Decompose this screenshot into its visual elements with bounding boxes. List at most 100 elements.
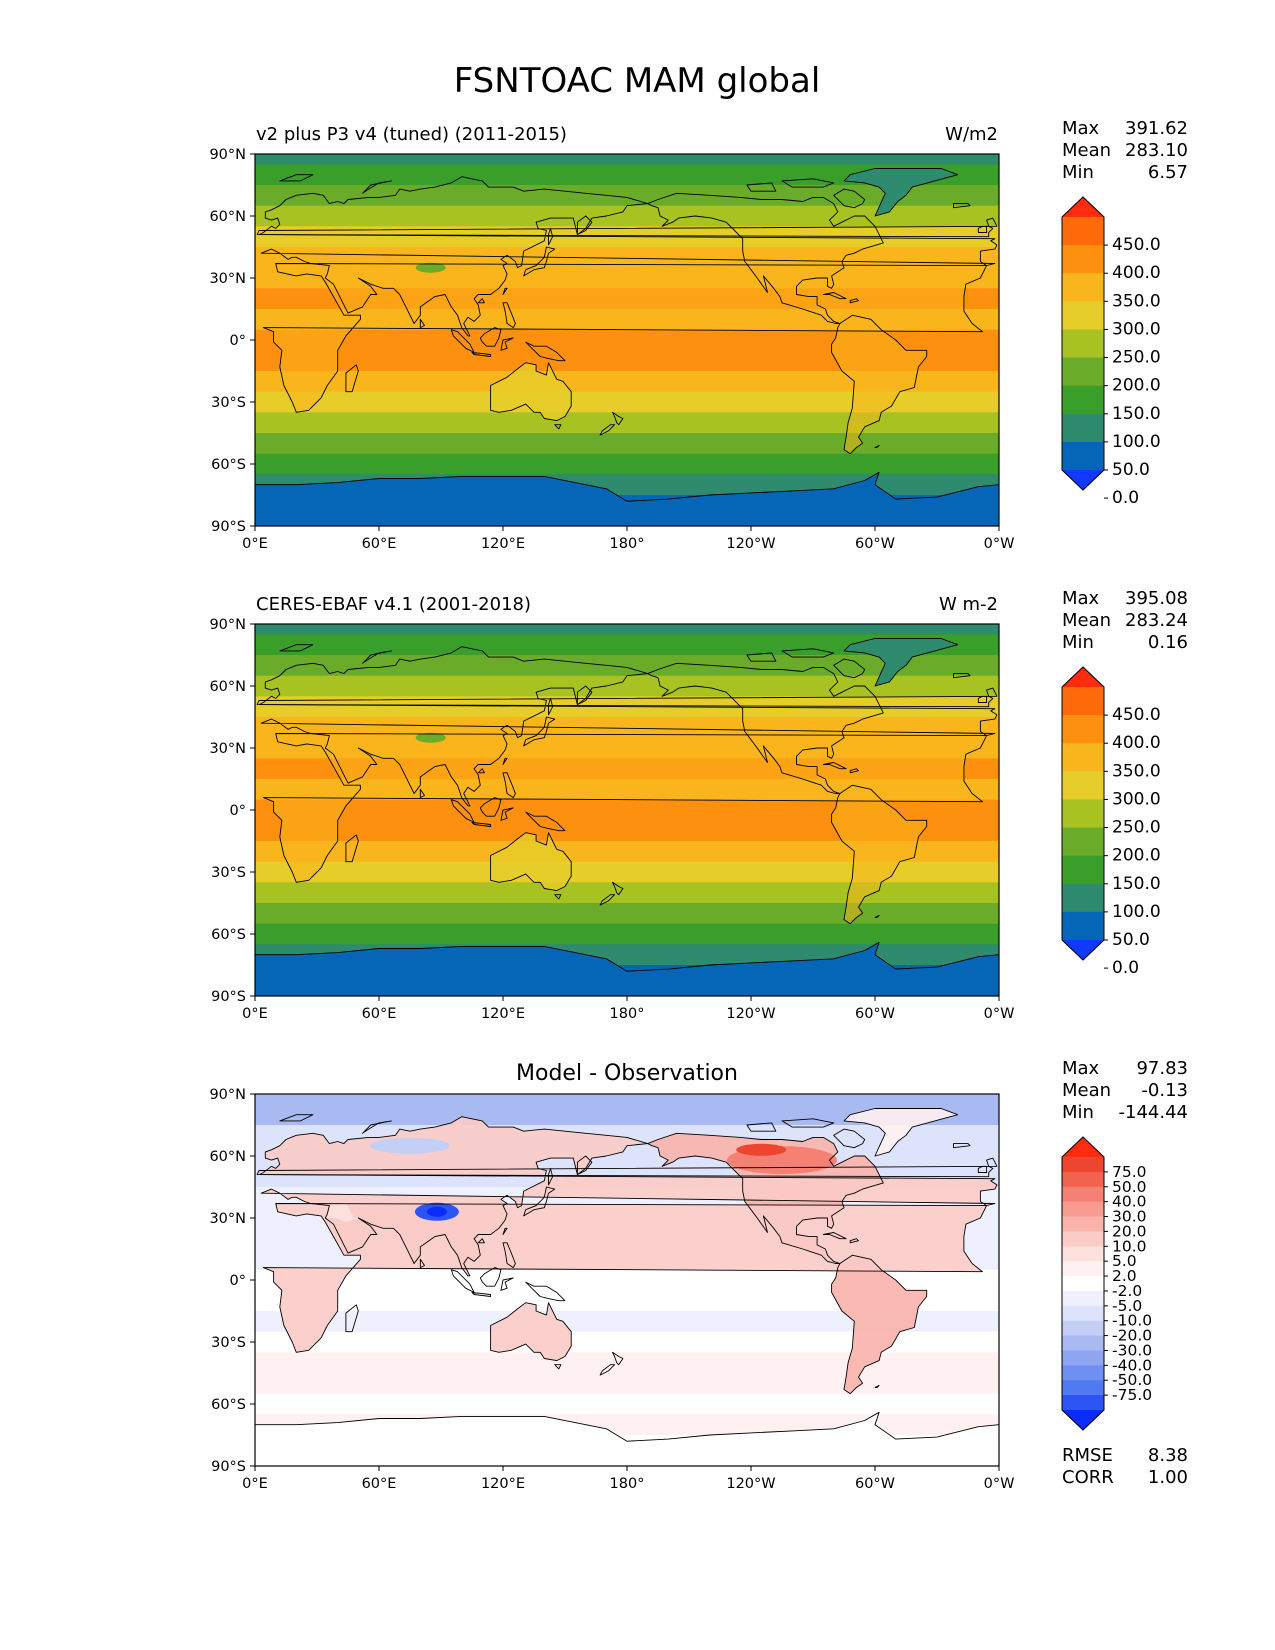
coastline-svalbard <box>279 174 314 182</box>
coastline-srilanka <box>419 1258 425 1269</box>
canada-anomaly-core <box>736 1143 787 1156</box>
coastline-falklands <box>874 1384 880 1388</box>
coastline-greenland <box>843 638 959 687</box>
colorbar-tick-label: 150.0 <box>1112 874 1161 894</box>
coastline-australia <box>490 832 572 892</box>
zonal-band <box>255 329 999 351</box>
colorbar-segment <box>1062 413 1104 443</box>
y-tick-label: 90°S <box>211 519 246 535</box>
zonal-band <box>255 154 999 165</box>
y-tick-label: 30°N <box>209 1211 246 1227</box>
panel-difference-field <box>255 1094 999 1466</box>
colorbar-segment <box>1062 855 1104 885</box>
x-tick-label: 120°E <box>481 1006 525 1022</box>
colorbar-tick-label: 50.0 <box>1112 460 1150 480</box>
colorbar-segment <box>1062 799 1104 829</box>
tibet-fill <box>415 732 446 743</box>
x-tick-label: 180° <box>610 536 645 552</box>
colorbar-tick-label: 100.0 <box>1112 432 1161 452</box>
zonal-band <box>255 923 999 945</box>
colorbar-segment <box>1062 1305 1104 1322</box>
panel-difference-stats: Max 97.83 Mean -0.13 Min -144.44 <box>1062 1058 1188 1123</box>
zonal-band <box>255 1311 999 1333</box>
coastline-iceland <box>953 203 971 209</box>
x-tick-label: 0°W <box>984 536 1015 552</box>
colorbar-tick-label: -10.0 <box>1112 1312 1152 1330</box>
panel-observation-title: CERES-EBAF v4.1 (2001-2018) <box>256 594 531 615</box>
coastline-sulawesi <box>500 1277 514 1291</box>
stat-value: 6.57 <box>1148 162 1188 183</box>
coastline-africa <box>262 733 988 883</box>
coastline-nz_north <box>612 1351 624 1366</box>
stat-label: Max <box>1062 588 1100 609</box>
stat-value: 283.24 <box>1125 610 1188 631</box>
coastline-cuba <box>822 762 847 770</box>
colorbar-segment <box>1062 1216 1104 1232</box>
coastline-madagascar <box>345 834 359 863</box>
coastline-arctic_isles2 <box>746 1122 777 1132</box>
zonal-band <box>255 861 999 883</box>
coastline-uk <box>256 687 998 708</box>
zonal-band <box>255 1094 999 1105</box>
colorbar-tick-label: 40.0 <box>1112 1193 1147 1211</box>
x-tick-label: 120°W <box>726 1476 775 1492</box>
coastline-iceland <box>953 673 971 679</box>
colorbar-segment <box>1062 1171 1104 1188</box>
coastline-svalbard <box>279 1114 314 1122</box>
colorbar-segment <box>1062 1290 1104 1307</box>
x-tick-label: 120°E <box>481 536 525 552</box>
panel-model: v2 plus P3 v4 (tuned) (2011-2015) W/m2 0… <box>209 118 1188 552</box>
coastline-sulawesi <box>500 337 514 351</box>
panel-observation-colorbar: 450.0 400.0 350.0 300.0 250.0 200.0 150.0 100.0… <box>1061 666 1161 978</box>
stat-label: Min <box>1062 1102 1094 1123</box>
australia-fill <box>490 832 572 891</box>
coastline-srilanka <box>419 788 425 799</box>
coastline-northamerica <box>647 1132 884 1264</box>
colorbar-segment <box>1062 357 1104 387</box>
coastline-iceland <box>953 1143 971 1149</box>
coastline-africa <box>262 1203 988 1353</box>
colorbar-segment <box>1062 911 1104 941</box>
x-tick-label: 60°E <box>362 536 397 552</box>
panel-model-field <box>255 154 999 526</box>
colorbar-extend-min <box>1062 940 1104 960</box>
y-tick-label: 60°N <box>209 209 246 225</box>
coastline-borneo <box>479 327 502 347</box>
coastline-arctic_isles <box>781 648 835 658</box>
colorbar-segment <box>1062 385 1104 415</box>
coastline-kamchatka <box>576 685 593 706</box>
coastline-uk <box>256 1157 998 1178</box>
coastline-northamerica <box>647 662 884 794</box>
antarctica-fill <box>255 472 999 526</box>
coastline-africa <box>262 263 988 413</box>
coastline-sakhalin <box>548 1167 554 1186</box>
zonal-band <box>255 820 999 842</box>
colorbar-segment <box>1062 1276 1104 1292</box>
coastline-antarctica <box>255 941 999 996</box>
zonal-band <box>255 675 999 697</box>
panel-observation: CERES-EBAF v4.1 (2001-2018) W m-2 0°E 60°… <box>209 588 1188 1022</box>
colorbar-tick-label: 250.0 <box>1112 348 1161 368</box>
coastline-tasmania <box>554 894 562 900</box>
land-region-australia <box>490 1302 572 1361</box>
y-tick-label: 0° <box>230 1273 246 1289</box>
colorbar-tick-label: 300.0 <box>1112 319 1161 339</box>
stat-value: 0.16 <box>1148 632 1188 653</box>
land-region-eurasia <box>259 1116 997 1276</box>
coastline-hainan <box>477 1238 485 1244</box>
x-tick-label: 180° <box>610 1476 645 1492</box>
colorbar-tick-label: -40.0 <box>1112 1356 1152 1374</box>
y-tick-label: 90°N <box>209 147 246 163</box>
coastline-newguinea <box>525 811 566 832</box>
antarctica-fill <box>255 942 999 996</box>
colorbar-segment <box>1062 743 1104 772</box>
tibet-fill <box>415 262 446 273</box>
zonal-band <box>255 1373 999 1395</box>
colorbar-segment <box>1062 217 1104 246</box>
zonal-band <box>255 1269 999 1291</box>
y-tick-label: 60°S <box>211 457 246 473</box>
colorbar-segment <box>1062 301 1104 330</box>
x-tick-label: 0°E <box>242 1476 268 1492</box>
zonal-band <box>255 391 999 413</box>
zonal-band <box>255 799 999 821</box>
